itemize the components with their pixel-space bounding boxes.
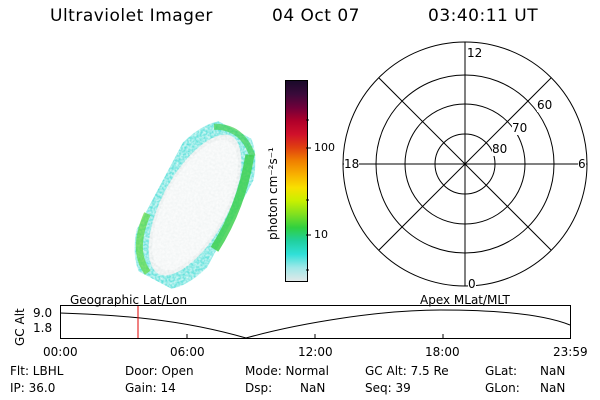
door-field: Door: Open: [125, 364, 194, 378]
lat-label-70: 70: [512, 121, 528, 135]
timeline-ytick-9: 9.0: [33, 306, 53, 320]
time-label: 03:40:11 UT: [428, 6, 539, 26]
colorbar-tick-10: 10: [314, 228, 328, 241]
seq-field: Seq: 39: [365, 381, 411, 395]
ip-field: IP: 36.0: [10, 381, 56, 395]
instrument-title: Ultraviolet Imager: [50, 6, 213, 26]
glat-label: GLat:: [485, 364, 518, 378]
dsp-value: NaN: [300, 381, 326, 395]
colorbar-tick-100: 100: [314, 141, 335, 154]
timeline-xtick-1800: 18:00: [425, 345, 460, 359]
glon-value: NaN: [540, 381, 566, 395]
mode-field: Mode: Normal: [245, 364, 329, 378]
timeline-y-label: GC Alt: [13, 308, 27, 346]
timeline-xtick-2359: 23:59: [553, 345, 588, 359]
timeline-xtick-0600: 06:00: [170, 345, 205, 359]
glat-value: NaN: [540, 364, 566, 378]
mlt-label-12: 12: [467, 46, 483, 60]
dsp-label: Dsp:: [245, 381, 273, 395]
timeline-ytick-1-8: 1.8: [33, 321, 53, 335]
apex-caption: Apex MLat/MLT: [420, 293, 510, 307]
colorbar-unit-label: photon cm⁻²s⁻¹: [266, 147, 280, 240]
timeline-xtick-0000: 00:00: [43, 345, 78, 359]
geographic-caption: Geographic Lat/Lon: [70, 293, 188, 307]
polar-plot: [342, 41, 588, 287]
lat-label-60: 60: [537, 98, 553, 112]
glon-label: GLon:: [485, 381, 520, 395]
timeline-xtick-1200: 12:00: [298, 345, 333, 359]
mlt-label-18: 18: [344, 157, 360, 171]
timeline-plot: [59, 305, 571, 339]
colorbar-ticks: [306, 119, 311, 271]
date-label: 04 Oct 07: [272, 6, 360, 26]
gain-field: Gain: 14: [125, 381, 176, 395]
gc-alt-field: GC Alt: 7.5 Re: [365, 364, 449, 378]
lat-label-80: 80: [492, 142, 508, 156]
mlt-label-0: 0: [468, 277, 476, 291]
filter-field: Flt: LBHL: [10, 364, 64, 378]
colorbar: [285, 80, 308, 282]
mlt-label-6: 6: [578, 157, 586, 171]
